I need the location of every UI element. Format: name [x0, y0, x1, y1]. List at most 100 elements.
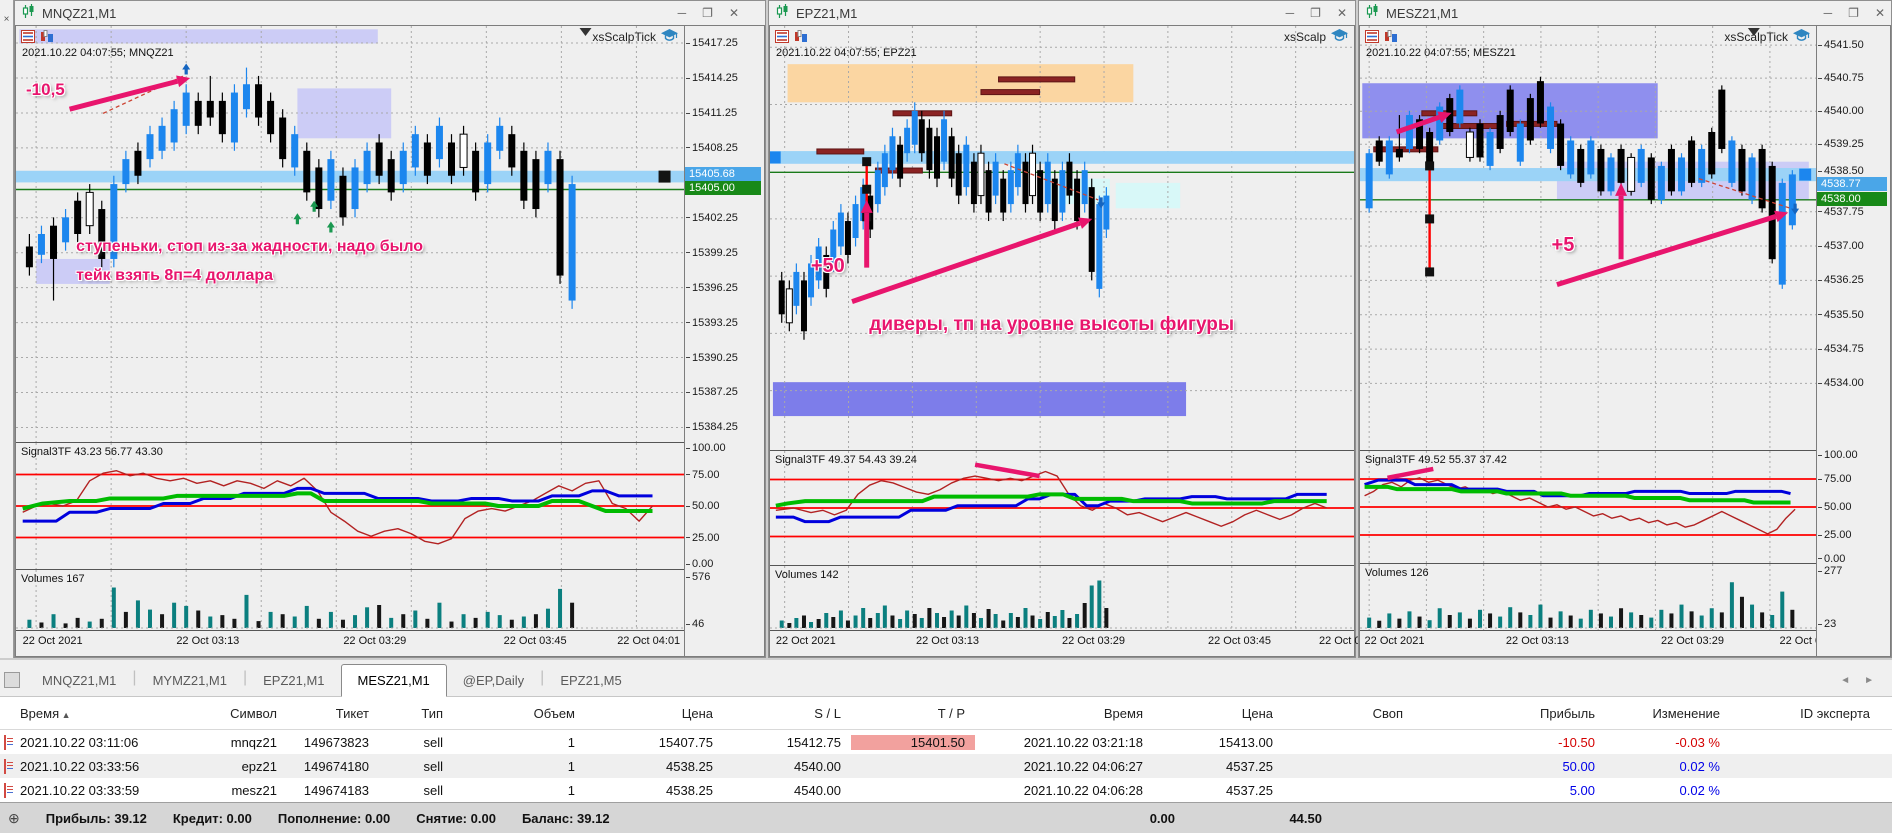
- window-titlebar[interactable]: EPZ21,M1 ─ ❐ ✕: [769, 1, 1355, 25]
- indicator-tick: 25.00: [686, 532, 720, 544]
- graduation-cap-icon: [661, 29, 678, 45]
- table-cell: 2021.10.22 03:21:18: [1023, 734, 1143, 750]
- column-header-id-эксперта[interactable]: ID эксперта: [1800, 705, 1870, 721]
- toolbox-tab-mesz21-m1[interactable]: MESZ21,M1: [340, 664, 447, 697]
- time-axis[interactable]: 22 Oct 2021 22 Oct 03:13 22 Oct 03:29 22 Oc…: [770, 631, 1376, 655]
- candlestick-chart: [770, 26, 1354, 450]
- hand-annotation: тейк взять 8п=4 доллара: [76, 267, 274, 285]
- price-tick: 15411.25: [686, 107, 737, 119]
- graduation-cap-icon: [1331, 29, 1348, 45]
- toolbox-tab-mymz21-m1[interactable]: MYMZ21,M1: [152, 673, 227, 688]
- chart-toolbar[interactable]: [21, 30, 54, 48]
- volume-pane[interactable]: Volumes 167: [16, 570, 684, 631]
- chart-body: 2021.10.22 04:07:55; MNQZ21 xsScalpTick …: [15, 25, 765, 657]
- table-cell: 4537.25: [1226, 782, 1273, 798]
- toolbox-tab--ep-daily[interactable]: @EP,Daily: [462, 673, 525, 688]
- column-header-цена[interactable]: Цена: [681, 705, 713, 721]
- volume-label: Volumes 167: [21, 573, 85, 585]
- restore-button[interactable]: ❐: [1310, 6, 1321, 20]
- column-header-символ[interactable]: Символ: [230, 705, 277, 721]
- left-rail[interactable]: ×: [0, 0, 14, 658]
- tab-separator: |: [540, 669, 545, 686]
- signal3tf-chart: [770, 451, 1354, 565]
- indicator-pane[interactable]: Signal3TF 49.52 55.37 37.42: [1360, 451, 1816, 564]
- table-row[interactable]: 2021.10.22 03:11:06 mnqz21 149673823 sell 1 1…: [0, 730, 1892, 754]
- table-row[interactable]: 2021.10.22 03:33:59 mesz21 149674183 sell 1 4…: [0, 778, 1892, 802]
- column-header-своп[interactable]: Своп: [1372, 705, 1403, 721]
- tabs-scroll-right-icon[interactable]: ►: [1864, 675, 1874, 686]
- one-click-trading-icon[interactable]: [1384, 30, 1398, 48]
- window-title: MESZ21,M1: [1386, 5, 1459, 21]
- column-header-t-p[interactable]: T / P: [937, 705, 965, 721]
- history-table-header[interactable]: Время ▲ Символ Тикет Тип Объем Цена S / L T / P…: [0, 697, 1892, 730]
- close-button[interactable]: ✕: [1874, 6, 1885, 20]
- minimize-button[interactable]: ─: [1285, 6, 1295, 20]
- column-header-изменение[interactable]: Изменение: [1652, 705, 1720, 721]
- column-header-время[interactable]: Время ▲: [20, 705, 71, 721]
- price-tick: 15402.25: [686, 212, 738, 224]
- table-row[interactable]: 2021.10.22 03:33:56 epz21 149674180 sell 1 45…: [0, 754, 1892, 778]
- price-pane[interactable]: 2021.10.22 04:07:55; MNQZ21 xsScalpTick …: [16, 26, 684, 443]
- chart-list-icon[interactable]: [4, 672, 20, 688]
- indicator-tick: 100.00: [686, 442, 726, 454]
- price-tick: 4536.25: [1818, 274, 1864, 286]
- restore-button[interactable]: ❐: [1848, 6, 1859, 20]
- minimize-button[interactable]: ─: [677, 6, 687, 20]
- window-titlebar[interactable]: MNQZ21,M1 ─ ❐ ✕: [15, 1, 765, 25]
- expand-icon[interactable]: ⊕: [8, 809, 20, 826]
- time-axis[interactable]: 22 Oct 2021 22 Oct 03:13 22 Oct 03:29 22 Oc…: [16, 631, 684, 655]
- window-titlebar[interactable]: MESZ21,M1 ─ ❐ ✕: [1359, 1, 1891, 25]
- price-axis[interactable]: 15417.25 15414.25 15411.25 15408.25 15402.25…: [684, 26, 764, 656]
- table-cell: 15413.00: [1218, 734, 1273, 750]
- signal3tf-chart: [1360, 451, 1816, 563]
- volume-pane[interactable]: Volumes 126: [1360, 564, 1816, 631]
- indicator-label: Signal3TF 49.37 54.43 39.24: [775, 454, 917, 466]
- column-header-время[interactable]: Время: [1103, 705, 1143, 721]
- column-header-прибыль[interactable]: Прибыль: [1540, 705, 1595, 721]
- depth-of-market-icon[interactable]: [1365, 30, 1379, 48]
- price-pane[interactable]: 2021.10.22 04:07:55; EPZ21 xsScalp +50 ди…: [770, 26, 1354, 451]
- close-button[interactable]: ✕: [1336, 6, 1347, 20]
- chart-window: MNQZ21,M1 ─ ❐ ✕ 2021.10.22 04:07:55; MNQ…: [14, 0, 766, 658]
- indicator-pane[interactable]: Signal3TF 43.23 56.77 43.30: [16, 443, 684, 570]
- sort-ascending-icon: ▲: [59, 709, 71, 720]
- window-title: MNQZ21,M1: [42, 5, 117, 21]
- volume-tick: 277: [1818, 565, 1842, 577]
- candlestick-icon: [21, 4, 36, 22]
- chart-toolbar[interactable]: [775, 30, 808, 48]
- volume-pane[interactable]: Volumes 142: [770, 566, 1354, 631]
- chart-toolbar[interactable]: [1365, 30, 1398, 48]
- price-axis[interactable]: 4541.50 4540.75 4540.00 4539.25 4538.50 4537.…: [1816, 26, 1890, 656]
- depth-of-market-icon[interactable]: [775, 30, 789, 48]
- time-axis-label: 22 Oct 03:29: [343, 635, 407, 647]
- minimize-button[interactable]: ─: [1823, 6, 1833, 20]
- table-cell: mnqz21: [230, 734, 277, 750]
- column-header-цена[interactable]: Цена: [1241, 705, 1273, 721]
- column-header-объем[interactable]: Объем: [533, 705, 575, 721]
- toolbox-tab-epz21-m5[interactable]: EPZ21,M5: [560, 673, 622, 688]
- indicator-pane[interactable]: Signal3TF 49.37 54.43 39.24: [770, 451, 1354, 566]
- time-axis-label: 22 Oct 03:45: [503, 635, 567, 647]
- table-cell: 15407.75: [658, 734, 713, 750]
- column-header-тип[interactable]: Тип: [421, 705, 443, 721]
- one-click-trading-icon[interactable]: [794, 30, 808, 48]
- time-axis[interactable]: 22 Oct 2021 22 Oct 03:13 22 Oct 03:29 22 Oc…: [1360, 631, 1836, 655]
- column-header-s-l[interactable]: S / L: [814, 705, 841, 721]
- close-icon[interactable]: ×: [3, 14, 10, 25]
- tabs-scroll-left-icon[interactable]: ◄: [1840, 675, 1851, 686]
- chart-window: MESZ21,M1 ─ ❐ ✕ 2021.10.22 04:07:55; MES…: [1358, 0, 1892, 658]
- close-button[interactable]: ✕: [728, 6, 739, 20]
- table-cell: 5.00: [1569, 782, 1595, 798]
- volume-tick: 576: [686, 571, 710, 583]
- toolbox-tab-epz21-m1[interactable]: EPZ21,M1: [263, 673, 325, 688]
- one-click-trading-icon[interactable]: [40, 30, 54, 48]
- time-axis-label: 22 Oct 03:13: [916, 635, 979, 647]
- restore-button[interactable]: ❐: [702, 6, 713, 20]
- table-cell: -10.50: [1558, 734, 1595, 750]
- toolbox-tab-mnqz21-m1[interactable]: MNQZ21,M1: [42, 673, 117, 688]
- depth-of-market-icon[interactable]: [21, 30, 35, 48]
- price-pane[interactable]: 2021.10.22 04:07:55; MESZ21 xsScalpTick …: [1360, 26, 1816, 451]
- bid-price-box: 4538.77: [1817, 177, 1887, 192]
- column-header-тикет[interactable]: Тикет: [335, 705, 369, 721]
- table-cell: 15412.75: [786, 734, 841, 750]
